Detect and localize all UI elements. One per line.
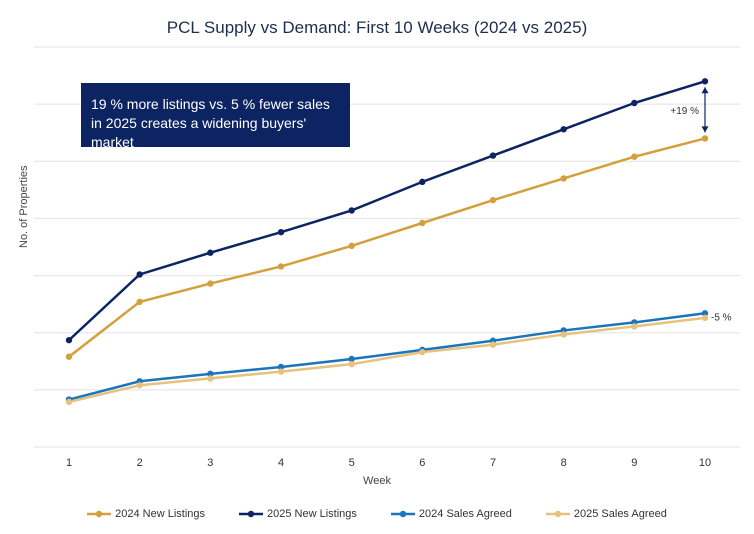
data-point [65,398,73,406]
x-tick-label: 7 [490,457,496,469]
legend-label: 2025 Sales Agreed [573,508,667,520]
data-point [136,382,143,389]
legend-swatch [545,510,570,518]
legend-marker [247,510,255,518]
series-line [68,316,706,404]
data-point [348,355,355,363]
data-point [348,360,355,368]
chart-title: PCL Supply vs Demand: First 10 Weeks (20… [166,18,588,37]
data-point [207,370,214,378]
data-point [136,298,143,306]
x-axis-label: Week [363,475,391,487]
legend-marker [554,510,562,518]
callout-box: 19 % more listings vs. 5 % fewer sales i… [81,83,350,150]
data-point [489,152,497,159]
data-point [489,196,497,204]
legend: 2024 New Listings 2025 New Listings 2024 S… [0,508,754,520]
data-point [419,348,426,356]
data-point [277,363,285,371]
data-point [348,207,355,214]
legend-label: 2024 Sales Agreed [418,508,512,520]
legend-marker [399,510,407,518]
x-tick-labels: 1 2 3 4 5 6 7 8 9 10 [66,457,711,469]
annotation-listings-gap: +19 % [670,106,699,117]
data-point [631,99,638,107]
gridlines [34,46,740,448]
series-line [68,137,706,358]
x-tick-label: 8 [561,457,567,469]
legend-item: 2025 New Listings [239,508,357,520]
x-tick-label: 6 [419,457,425,469]
series-line [68,80,706,342]
data-point [136,271,143,278]
data-point [207,280,214,287]
series-points [65,78,709,406]
data-point [207,375,214,382]
data-point [560,331,567,338]
data-point [207,249,214,256]
data-point [631,153,638,160]
data-point [65,353,73,360]
annotation-sales-change: -5 % [711,312,732,323]
x-tick-label: 2 [137,457,143,469]
series-lines [68,80,706,404]
data-point [277,263,285,270]
legend-swatch [239,510,264,518]
annotations: +19 % -5 % [670,87,732,323]
x-tick-label: 3 [207,457,213,469]
legend-swatch [390,510,415,518]
x-tick-label: 1 [66,457,72,469]
data-point [277,228,285,236]
legend-item: 2025 Sales Agreed [545,508,667,520]
series-line [68,312,706,401]
x-tick-label: 5 [349,457,355,469]
data-point [560,175,567,182]
x-tick-label: 9 [631,457,637,469]
x-tick-label: 10 [699,457,711,469]
data-point [701,135,709,142]
legend-label: 2024 New Listings [115,508,206,520]
data-point [65,336,73,344]
legend-label: 2025 New Listings [267,508,357,520]
legend-item: 2024 Sales Agreed [390,508,512,520]
y-axis-label: No. of Properties [18,165,30,248]
legend-item: 2024 New Listings [87,508,205,520]
data-point [277,368,285,375]
gap-arrow-head-up [701,87,709,94]
legend-marker [95,510,103,518]
data-point [348,242,355,250]
data-point [560,126,567,133]
data-point [631,323,638,330]
data-point [489,341,497,348]
legend-swatch [87,510,112,518]
data-point [701,310,709,317]
gap-arrow-head-down [701,126,709,133]
data-point [701,314,709,322]
data-point [419,178,426,186]
x-tick-label: 4 [278,457,284,469]
data-point [701,78,709,85]
data-point [419,219,426,227]
